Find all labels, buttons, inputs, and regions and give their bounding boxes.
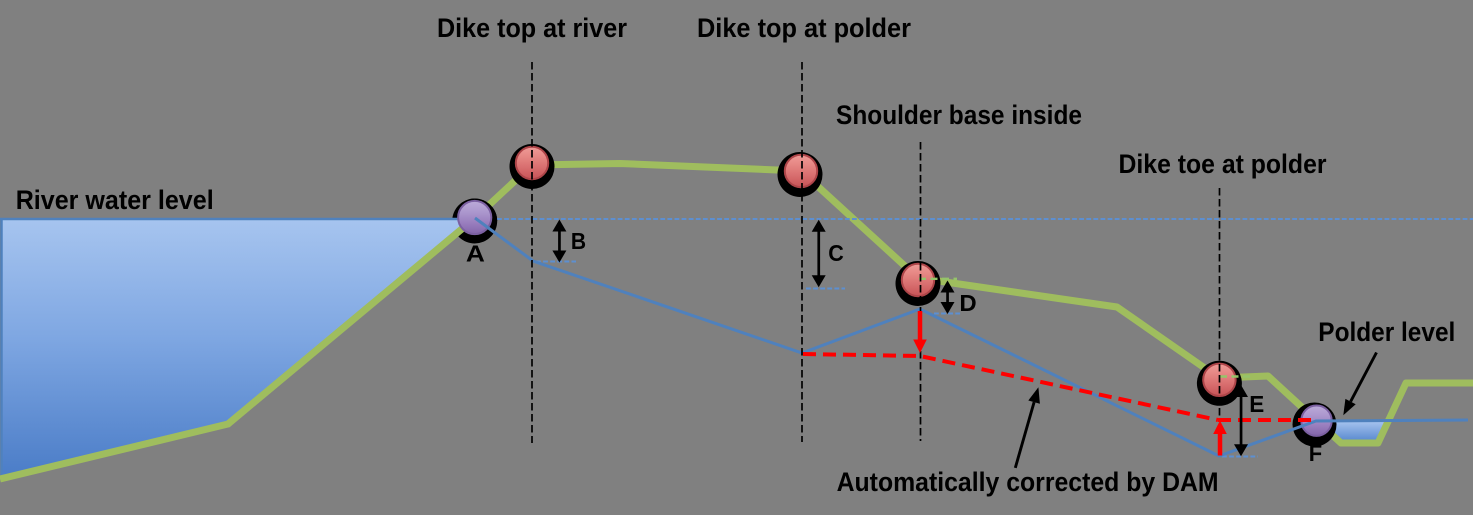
svg-text:C: C xyxy=(828,240,844,266)
svg-text:Dike top at polder: Dike top at polder xyxy=(697,13,911,43)
svg-text:F: F xyxy=(1309,440,1322,466)
svg-text:Dike toe at polder: Dike toe at polder xyxy=(1119,149,1327,179)
svg-text:River water level: River water level xyxy=(16,185,214,215)
svg-text:B: B xyxy=(571,228,586,254)
svg-text:Polder level: Polder level xyxy=(1318,317,1455,347)
svg-text:Automatically corrected by DAM: Automatically corrected by DAM xyxy=(837,467,1219,497)
svg-text:D: D xyxy=(959,290,976,316)
svg-text:E: E xyxy=(1249,391,1264,417)
svg-text:A: A xyxy=(466,241,485,267)
svg-text:Dike top at river: Dike top at river xyxy=(437,13,627,43)
svg-text:Shoulder base inside: Shoulder base inside xyxy=(836,100,1082,130)
